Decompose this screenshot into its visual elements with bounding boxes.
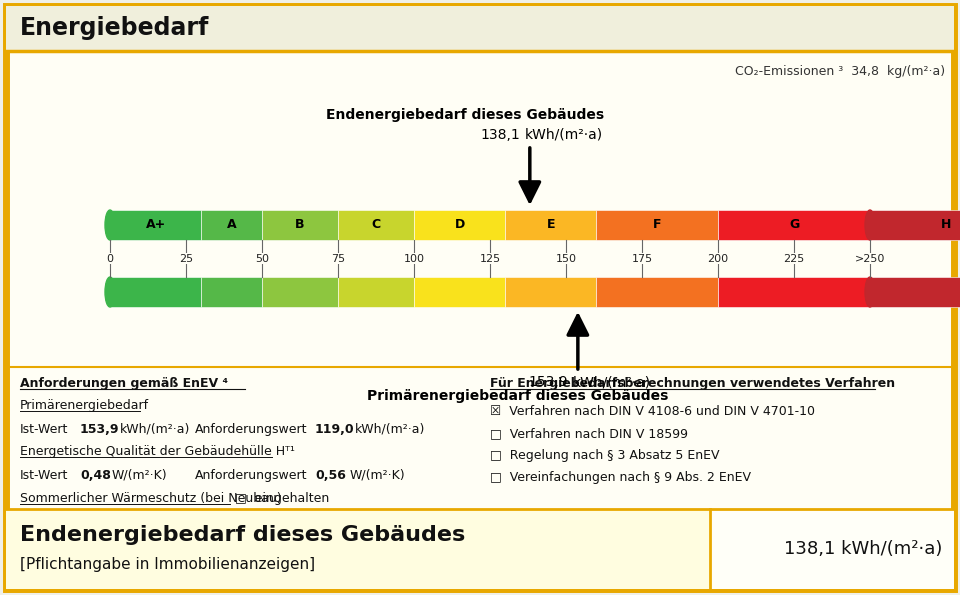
Text: □  Regelung nach § 3 Absatz 5 EnEV: □ Regelung nach § 3 Absatz 5 EnEV xyxy=(490,449,719,462)
Text: A: A xyxy=(227,218,236,231)
Text: 153,9: 153,9 xyxy=(80,423,119,436)
Ellipse shape xyxy=(105,277,115,307)
Text: Anforderungswert: Anforderungswert xyxy=(195,423,307,436)
Text: kWh/(m²·a): kWh/(m²·a) xyxy=(120,423,190,436)
Bar xyxy=(596,210,718,240)
Text: Energetische Qualität der Gebäudehülle Hᵀ¹: Energetische Qualität der Gebäudehülle H… xyxy=(20,445,295,458)
Bar xyxy=(338,277,414,307)
Bar xyxy=(338,210,414,240)
Bar xyxy=(202,210,262,240)
Bar xyxy=(870,210,960,240)
Bar xyxy=(414,210,505,240)
FancyBboxPatch shape xyxy=(6,6,954,51)
Bar xyxy=(414,277,505,307)
Text: D: D xyxy=(454,218,465,231)
Bar xyxy=(718,210,870,240)
Text: G: G xyxy=(789,218,799,231)
Text: 25: 25 xyxy=(179,253,193,264)
Text: 175: 175 xyxy=(632,253,653,264)
Text: 138,1 kWh/(m²·a): 138,1 kWh/(m²·a) xyxy=(783,540,942,558)
Text: 75: 75 xyxy=(331,253,345,264)
Text: □  Vereinfachungen nach § 9 Abs. 2 EnEV: □ Vereinfachungen nach § 9 Abs. 2 EnEV xyxy=(490,471,751,484)
Bar xyxy=(262,277,338,307)
Text: Primärenergiebedarf dieses Gebäudes: Primärenergiebedarf dieses Gebäudes xyxy=(367,389,668,403)
Text: kWh/(m²·a): kWh/(m²·a) xyxy=(573,375,651,389)
Text: 100: 100 xyxy=(403,253,424,264)
Bar xyxy=(596,277,718,307)
Text: Primärenergiebedarf: Primärenergiebedarf xyxy=(20,399,149,412)
Text: >250: >250 xyxy=(854,253,885,264)
Text: 150: 150 xyxy=(556,253,577,264)
Text: H: H xyxy=(941,218,951,231)
Text: C: C xyxy=(372,218,380,231)
Text: □  Verfahren nach DIN V 18599: □ Verfahren nach DIN V 18599 xyxy=(490,427,688,440)
Text: 125: 125 xyxy=(479,253,500,264)
Text: Sommerlicher Wärmeschutz (bei Neubau): Sommerlicher Wärmeschutz (bei Neubau) xyxy=(20,492,281,505)
Bar xyxy=(262,210,338,240)
Text: Anforderungswert: Anforderungswert xyxy=(195,469,307,482)
Text: 119,0: 119,0 xyxy=(315,423,354,436)
Text: E: E xyxy=(546,218,555,231)
Text: CO₂-Emissionen ³  34,8  kg/(m²·a): CO₂-Emissionen ³ 34,8 kg/(m²·a) xyxy=(734,64,945,77)
Text: W/(m²·K): W/(m²·K) xyxy=(350,469,406,482)
Text: 0,56: 0,56 xyxy=(315,469,346,482)
Bar xyxy=(505,210,596,240)
Ellipse shape xyxy=(105,210,115,240)
Text: Endenergiebedarf dieses Gebäudes: Endenergiebedarf dieses Gebäudes xyxy=(325,108,604,122)
Bar xyxy=(710,509,954,589)
Text: W/(m²·K): W/(m²·K) xyxy=(112,469,168,482)
FancyBboxPatch shape xyxy=(6,6,954,589)
Text: 200: 200 xyxy=(708,253,729,264)
Text: Ist-Wert: Ist-Wert xyxy=(20,469,68,482)
Ellipse shape xyxy=(865,210,875,240)
Bar xyxy=(870,277,960,307)
Text: 0: 0 xyxy=(107,253,113,264)
Text: B: B xyxy=(296,218,304,231)
Bar xyxy=(202,277,262,307)
Text: [Pflichtangabe in Immobilienanzeigen]: [Pflichtangabe in Immobilienanzeigen] xyxy=(20,557,315,572)
Text: Energiebedarf: Energiebedarf xyxy=(20,16,209,40)
Bar xyxy=(505,277,596,307)
Text: 225: 225 xyxy=(783,253,804,264)
Text: kWh/(m²·a): kWh/(m²·a) xyxy=(355,423,425,436)
Bar xyxy=(110,277,202,307)
Text: Endenergiebedarf dieses Gebäudes: Endenergiebedarf dieses Gebäudes xyxy=(20,525,466,545)
Bar xyxy=(718,277,870,307)
Text: F: F xyxy=(653,218,661,231)
Text: □  eingehalten: □ eingehalten xyxy=(235,492,329,505)
Bar xyxy=(6,509,710,589)
Text: ☒  Verfahren nach DIN V 4108-6 und DIN V 4701-10: ☒ Verfahren nach DIN V 4108-6 und DIN V … xyxy=(490,405,815,418)
Text: kWh/(m²·a): kWh/(m²·a) xyxy=(525,128,603,142)
Text: Anforderungen gemäß EnEV ⁴: Anforderungen gemäß EnEV ⁴ xyxy=(20,377,228,390)
Text: 50: 50 xyxy=(255,253,269,264)
Text: Ist-Wert: Ist-Wert xyxy=(20,423,68,436)
Text: A+: A+ xyxy=(146,218,166,231)
Text: Für Energiebedarfsberechnungen verwendetes Verfahren: Für Energiebedarfsberechnungen verwendet… xyxy=(490,377,895,390)
Text: 153,9: 153,9 xyxy=(528,375,568,389)
Text: 0,48: 0,48 xyxy=(80,469,110,482)
Text: 138,1: 138,1 xyxy=(480,128,519,142)
Bar xyxy=(110,210,202,240)
Ellipse shape xyxy=(865,277,875,307)
